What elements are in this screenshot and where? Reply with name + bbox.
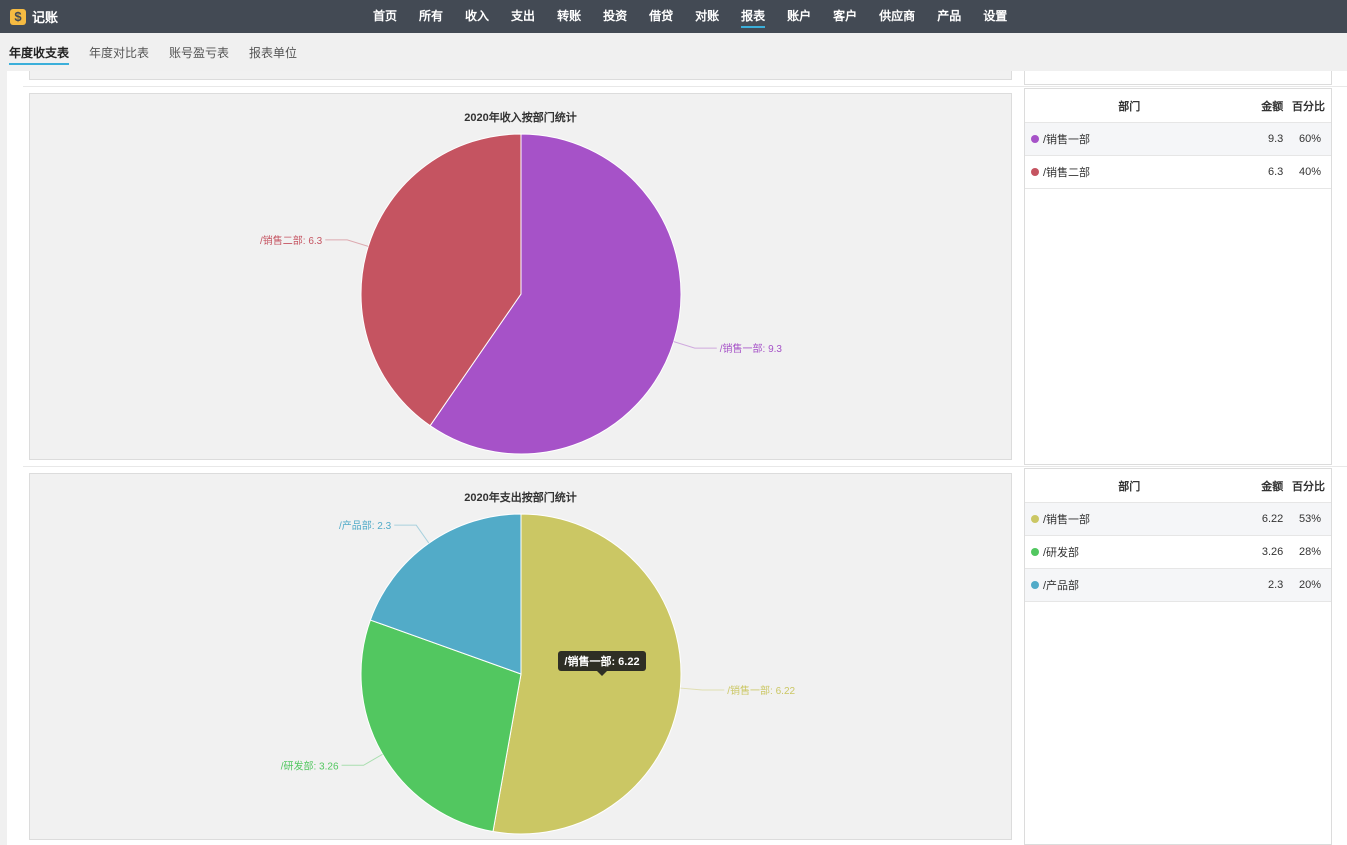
table-header: 部门 金额 百分比 — [1025, 89, 1331, 123]
report-content[interactable]: 2020年收入按部门统计 /销售一部: 9.3/销售二部: 6.3 部门 金额 … — [7, 71, 1347, 845]
report-subtabs: 年度收支表 年度对比表 账号盈亏表 报表单位 — [0, 33, 1347, 71]
nav-item-suppliers[interactable]: 供应商 — [879, 9, 916, 23]
nav-item-loan[interactable]: 借贷 — [649, 9, 674, 23]
income-pie-chart[interactable]: /销售一部: 9.3/销售二部: 6.3 — [30, 94, 1011, 459]
nav-item-home[interactable]: 首页 — [373, 9, 398, 23]
pie-label-line — [680, 687, 725, 691]
column-department: 部门 — [1118, 100, 1141, 113]
section-divider — [23, 466, 1347, 467]
pie-slice[interactable] — [360, 619, 522, 833]
expense-table: 部门 金额 百分比 /销售一部 6.22 53% /研发部 3.26 28% /… — [1024, 468, 1332, 845]
dollar-logo-icon: $ — [10, 8, 26, 25]
pie-slice-label: /产品部: 2.3 — [339, 519, 392, 532]
pie-slice[interactable] — [369, 513, 522, 675]
nav-item-customers[interactable]: 客户 — [833, 9, 858, 23]
pie-slice-label: /销售一部: 9.3 — [720, 342, 783, 355]
nav-item-reconcile[interactable]: 对账 — [695, 9, 720, 23]
row-amount: 2.3 — [1267, 579, 1284, 591]
column-amount: 金额 — [1261, 100, 1284, 113]
pie-slice-label: /研发部: 3.26 — [281, 759, 339, 772]
legend-dot-icon — [1031, 548, 1039, 556]
legend-dot-icon — [1031, 515, 1039, 523]
table-row[interactable]: /产品部 2.3 20% — [1025, 569, 1331, 602]
nav-item-accounts[interactable]: 账户 — [787, 9, 812, 23]
row-department: /销售一部 — [1043, 134, 1091, 146]
expense-chart-title: 2020年支出按部门统计 — [464, 492, 577, 504]
tab-report-unit[interactable]: 报表单位 — [249, 46, 298, 60]
table-header: 部门 金额 百分比 — [1025, 469, 1331, 503]
nav-item-investment[interactable]: 投资 — [603, 9, 628, 23]
main-nav: 首页 所有 收入 支出 转账 投资 借贷 对账 报表 账户 客户 供应商 产品 … — [362, 0, 1018, 33]
table-row[interactable]: /销售二部 6.3 40% — [1025, 156, 1331, 189]
column-percent: 百分比 — [1292, 480, 1325, 493]
pie-slice-label: /销售一部: 6.22 — [727, 684, 795, 697]
nav-item-reports[interactable]: 报表 — [730, 0, 776, 33]
table-row[interactable]: /销售一部 9.3 60% — [1025, 123, 1331, 156]
column-percent: 百分比 — [1292, 100, 1325, 113]
row-percent: 53% — [1298, 513, 1321, 525]
row-percent: 40% — [1298, 166, 1321, 178]
chart-tooltip: /销售一部: 6.22 — [558, 651, 646, 676]
row-amount: 6.3 — [1267, 166, 1284, 178]
expense-pie-chart[interactable]: /销售一部: 6.22/研发部: 3.26/产品部: 2.3/销售一部: 6.2… — [30, 474, 1011, 839]
row-percent: 20% — [1298, 579, 1321, 591]
tab-annual-income-expense[interactable]: 年度收支表 — [9, 33, 70, 71]
pie-slice-label: /销售二部: 6.3 — [260, 234, 323, 247]
income-table: 部门 金额 百分比 /销售一部 9.3 60% /销售二部 6.3 40% — [1024, 88, 1332, 465]
column-amount: 金额 — [1261, 480, 1284, 493]
previous-table-panel — [1024, 71, 1332, 85]
row-amount: 3.26 — [1261, 546, 1284, 558]
nav-item-settings[interactable]: 设置 — [983, 9, 1008, 23]
row-percent: 60% — [1298, 133, 1321, 145]
previous-chart-panel — [29, 71, 1012, 80]
legend-dot-icon — [1031, 581, 1039, 589]
brand[interactable]: $ 记账 — [10, 0, 58, 33]
top-navbar: $ 记账 首页 所有 收入 支出 转账 投资 借贷 对账 报表 账户 客户 供应… — [0, 0, 1347, 33]
legend-dot-icon — [1031, 135, 1039, 143]
tab-annual-comparison[interactable]: 年度对比表 — [89, 46, 150, 60]
pie-label-line — [325, 239, 369, 247]
pie-label-line — [394, 524, 430, 544]
app-title: 记账 — [32, 10, 59, 25]
pie-slice[interactable] — [429, 133, 682, 455]
nav-item-transfer[interactable]: 转账 — [557, 9, 582, 23]
section-divider — [23, 86, 1347, 87]
column-department: 部门 — [1118, 480, 1141, 493]
pie-label-line — [673, 341, 717, 349]
nav-item-products[interactable]: 产品 — [937, 9, 962, 23]
pie-label-line — [341, 753, 383, 766]
tooltip-text: /销售一部: 6.22 — [564, 654, 639, 668]
pie-slice[interactable] — [360, 133, 522, 427]
income-chart-panel: 2020年收入按部门统计 /销售一部: 9.3/销售二部: 6.3 — [29, 93, 1012, 460]
row-department: /研发部 — [1043, 547, 1080, 559]
table-row[interactable]: /研发部 3.26 28% — [1025, 536, 1331, 569]
row-amount: 6.22 — [1261, 513, 1284, 525]
nav-item-all[interactable]: 所有 — [419, 9, 444, 23]
pie-slice[interactable] — [492, 513, 682, 835]
nav-item-income[interactable]: 收入 — [465, 9, 490, 23]
income-chart-title: 2020年收入按部门统计 — [464, 112, 577, 124]
tab-account-profit-loss[interactable]: 账号盈亏表 — [169, 46, 230, 60]
row-percent: 28% — [1298, 546, 1321, 558]
row-amount: 9.3 — [1267, 133, 1284, 145]
row-department: /销售二部 — [1043, 167, 1091, 179]
table-row[interactable]: /销售一部 6.22 53% — [1025, 503, 1331, 536]
row-department: /销售一部 — [1043, 514, 1091, 526]
legend-dot-icon — [1031, 168, 1039, 176]
row-department: /产品部 — [1043, 580, 1080, 592]
nav-item-expense[interactable]: 支出 — [511, 9, 536, 23]
expense-chart-panel: 2020年支出按部门统计 /销售一部: 6.22/研发部: 3.26/产品部: … — [29, 473, 1012, 840]
